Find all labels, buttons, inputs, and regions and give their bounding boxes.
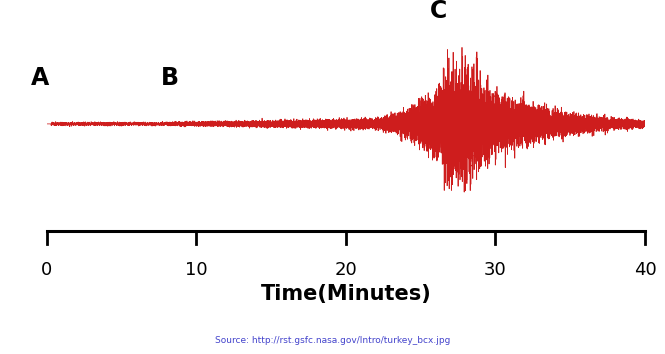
Text: Source: http://rst.gsfc.nasa.gov/Intro/turkey_bcx.jpg: Source: http://rst.gsfc.nasa.gov/Intro/t… <box>215 336 450 345</box>
Text: 20: 20 <box>334 261 357 279</box>
Text: 30: 30 <box>484 261 507 279</box>
Text: 40: 40 <box>634 261 656 279</box>
Text: B: B <box>160 66 179 90</box>
Text: A: A <box>31 66 49 90</box>
Text: Time(Minutes): Time(Minutes) <box>261 284 431 304</box>
Text: C: C <box>430 0 448 23</box>
Text: 10: 10 <box>185 261 207 279</box>
Text: 0: 0 <box>41 261 52 279</box>
